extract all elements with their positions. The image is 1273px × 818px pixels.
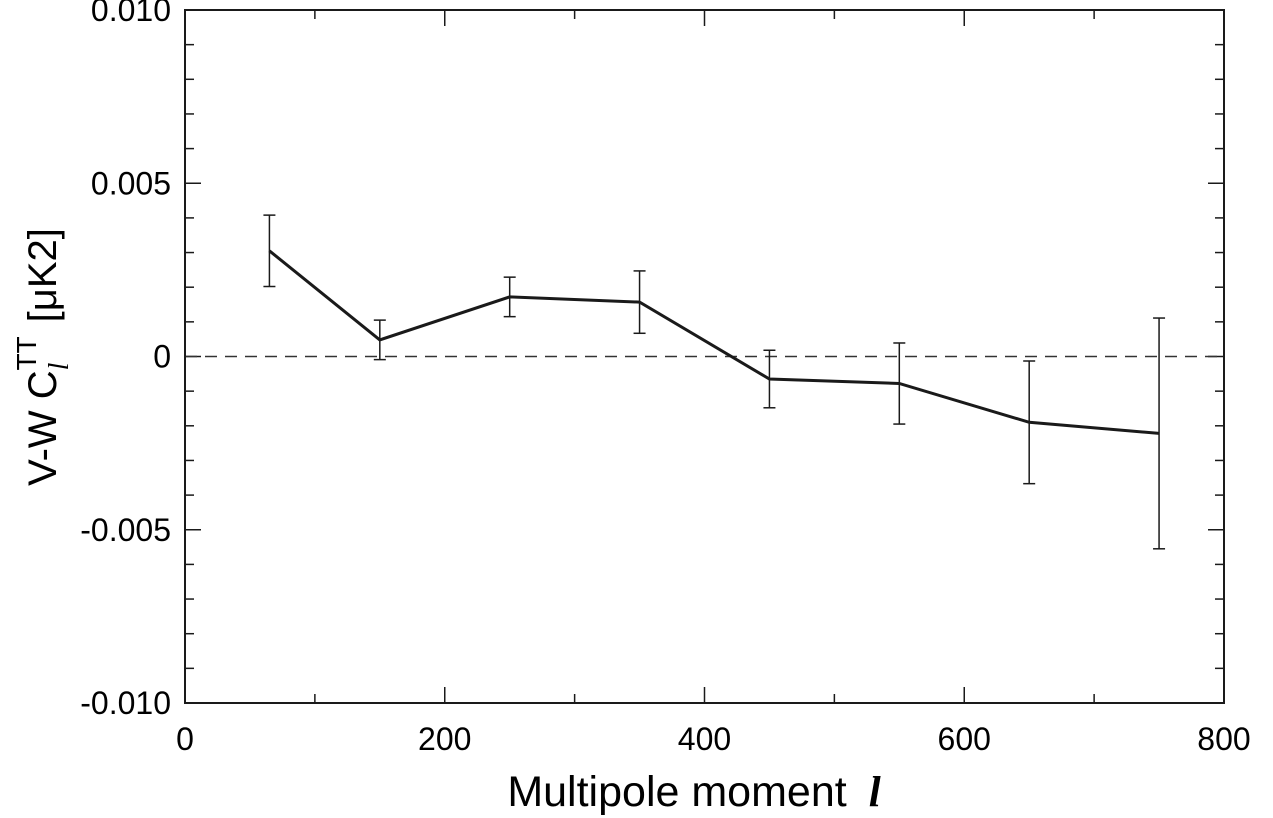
y-axis-title: V-W ClTT[μK2]	[11, 228, 75, 486]
x-tick-label: 600	[938, 721, 991, 757]
y-tick-label: 0.005	[91, 165, 171, 201]
y-tick-labels: -0.010 -0.005 0 0.005 0.010	[80, 0, 171, 721]
error-bars	[263, 214, 1166, 550]
x-tick-label: 400	[678, 721, 731, 757]
x-tick-label: 800	[1197, 721, 1250, 757]
series-line	[268, 249, 1160, 435]
y-tick-label: 0.010	[91, 0, 171, 28]
y-tick-label: 0	[153, 339, 171, 375]
minor-ticks	[185, 10, 1224, 703]
y-tick-label: -0.010	[80, 685, 171, 721]
x-tick-label: 200	[418, 721, 471, 757]
y-tick-label: -0.005	[80, 512, 171, 548]
x-tick-label: 0	[176, 721, 194, 757]
plot-frame	[184, 9, 1225, 704]
x-axis-title: Multipole moment l	[507, 768, 880, 816]
x-tick-labels: 0 200 400 600 800	[176, 721, 1251, 757]
